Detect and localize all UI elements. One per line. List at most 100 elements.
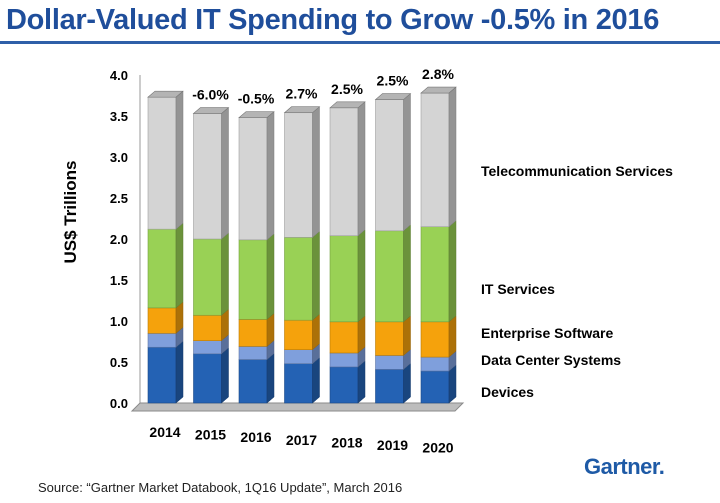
bar-top-cap xyxy=(329,101,366,109)
bar-segment xyxy=(420,92,450,228)
growth-label: -6.0% xyxy=(192,87,229,103)
bar-segment xyxy=(284,319,313,350)
bar-segment xyxy=(420,356,450,372)
y-axis-ticks: 0.0 0.5 1.0 1.5 2.0 2.5 3.0 3.5 4.0 xyxy=(110,68,128,411)
bar-segment xyxy=(193,238,222,316)
bar-segment xyxy=(193,340,222,355)
bar-segment xyxy=(238,346,268,360)
bar-segment xyxy=(329,235,359,323)
y-tick-label: 2.5 xyxy=(110,191,128,206)
bar-segment xyxy=(238,117,268,241)
y-tick-label: 0.5 xyxy=(110,355,128,370)
source-note: Source: “Gartner Market Databook, 1Q16 U… xyxy=(38,480,403,495)
bar-segment-side xyxy=(357,315,366,354)
bar-segment-side xyxy=(448,315,457,358)
y-tick-label: 0.0 xyxy=(110,396,128,411)
x-tick-label: 2016 xyxy=(240,429,271,445)
logo-dot: . xyxy=(658,454,665,479)
bars xyxy=(147,86,457,404)
bar-segment-side xyxy=(312,106,320,238)
bar-segment-side xyxy=(448,86,457,228)
bar-segment-side xyxy=(357,101,366,237)
legend-label: Data Center Systems xyxy=(481,352,621,368)
y-tick-label: 1.0 xyxy=(110,314,128,329)
x-tick-label: 2019 xyxy=(377,437,408,453)
bar-segment xyxy=(238,239,268,320)
bar-segment-side xyxy=(448,220,457,323)
bar-segment-side xyxy=(175,222,184,309)
bar-segment xyxy=(420,370,450,404)
bar-top-cap xyxy=(374,93,412,100)
x-axis-labels: 2014 2015 2016 2017 2018 2019 2020 xyxy=(149,424,453,456)
bar-top-cap xyxy=(420,86,457,94)
y-tick-label: 1.5 xyxy=(110,273,128,288)
bar-segment xyxy=(375,230,404,323)
x-tick-label: 2014 xyxy=(149,424,180,440)
bar-segment-side xyxy=(312,230,320,321)
legend-label: Enterprise Software xyxy=(481,325,613,341)
bar-segment xyxy=(238,359,268,404)
bar-segment xyxy=(329,352,359,368)
bar-segment xyxy=(147,307,177,334)
bar-top-cap xyxy=(192,107,230,114)
bar-segment-side xyxy=(266,233,275,320)
legend: Devices Data Center Systems Enterprise Sof… xyxy=(481,163,673,400)
y-tick-label: 2.0 xyxy=(110,232,128,247)
bar-segment xyxy=(147,346,177,404)
y-tick-label: 4.0 xyxy=(110,68,128,83)
x-tick-label: 2015 xyxy=(195,427,226,443)
bar-segment xyxy=(375,369,404,404)
growth-label: -0.5% xyxy=(238,91,275,107)
x-tick-label: 2017 xyxy=(286,432,317,448)
y-tick-label: 3.5 xyxy=(110,109,128,124)
y-tick-label: 3.0 xyxy=(110,150,128,165)
bar-segment xyxy=(329,321,359,354)
bar-segment-side xyxy=(266,352,275,404)
legend-label: Telecommunication Services xyxy=(481,163,673,179)
bar-segment xyxy=(147,332,177,348)
bar-segment xyxy=(147,96,177,230)
x-tick-label: 2020 xyxy=(422,440,453,456)
bar-segment xyxy=(375,99,404,232)
plot-floor xyxy=(130,402,465,412)
bar-segment xyxy=(147,228,177,309)
bar-segment xyxy=(193,353,222,404)
bar-segment-side xyxy=(448,364,457,404)
growth-labels: -6.0% -0.5% 2.7% 2.5% 2.5% 2.8% xyxy=(192,66,454,107)
bar-top-cap xyxy=(238,111,275,118)
y-axis-label: US$ Trillions xyxy=(61,161,80,264)
bar-segment xyxy=(375,321,404,356)
gartner-logo: Gartner. xyxy=(584,454,665,480)
growth-label: 2.5% xyxy=(331,81,363,97)
bar-segment-side xyxy=(266,111,275,241)
bar-segment-side xyxy=(175,90,184,230)
bar-segment xyxy=(284,237,313,321)
bar-segment-side xyxy=(403,93,411,232)
bar-segment xyxy=(284,349,313,364)
bar-segment xyxy=(193,113,222,240)
bar-segment xyxy=(193,314,222,341)
bar-segment xyxy=(238,319,268,347)
x-tick-label: 2018 xyxy=(331,434,362,450)
growth-label: 2.8% xyxy=(422,66,454,82)
bar-segment xyxy=(284,363,313,404)
bar-segment-side xyxy=(357,229,366,323)
growth-label: 2.5% xyxy=(377,73,409,89)
bar-segment xyxy=(329,366,359,404)
bar-segment xyxy=(329,107,359,237)
bar-segment-side xyxy=(221,347,229,404)
bar-segment-side xyxy=(357,360,366,404)
bar-segment xyxy=(420,321,450,358)
bar-segment-side xyxy=(312,357,320,404)
bar-top-cap xyxy=(147,90,184,98)
bar-segment-side xyxy=(221,232,229,316)
legend-label: IT Services xyxy=(481,281,555,297)
chart-title: Dollar-Valued IT Spending to Grow -0.5% … xyxy=(6,4,660,36)
bar-segment-side xyxy=(221,106,229,240)
bar-segment-side xyxy=(403,224,411,323)
bar-segment-side xyxy=(175,340,184,404)
title-underline xyxy=(0,41,720,44)
bar-segment xyxy=(375,355,404,370)
growth-label: 2.7% xyxy=(286,86,318,102)
